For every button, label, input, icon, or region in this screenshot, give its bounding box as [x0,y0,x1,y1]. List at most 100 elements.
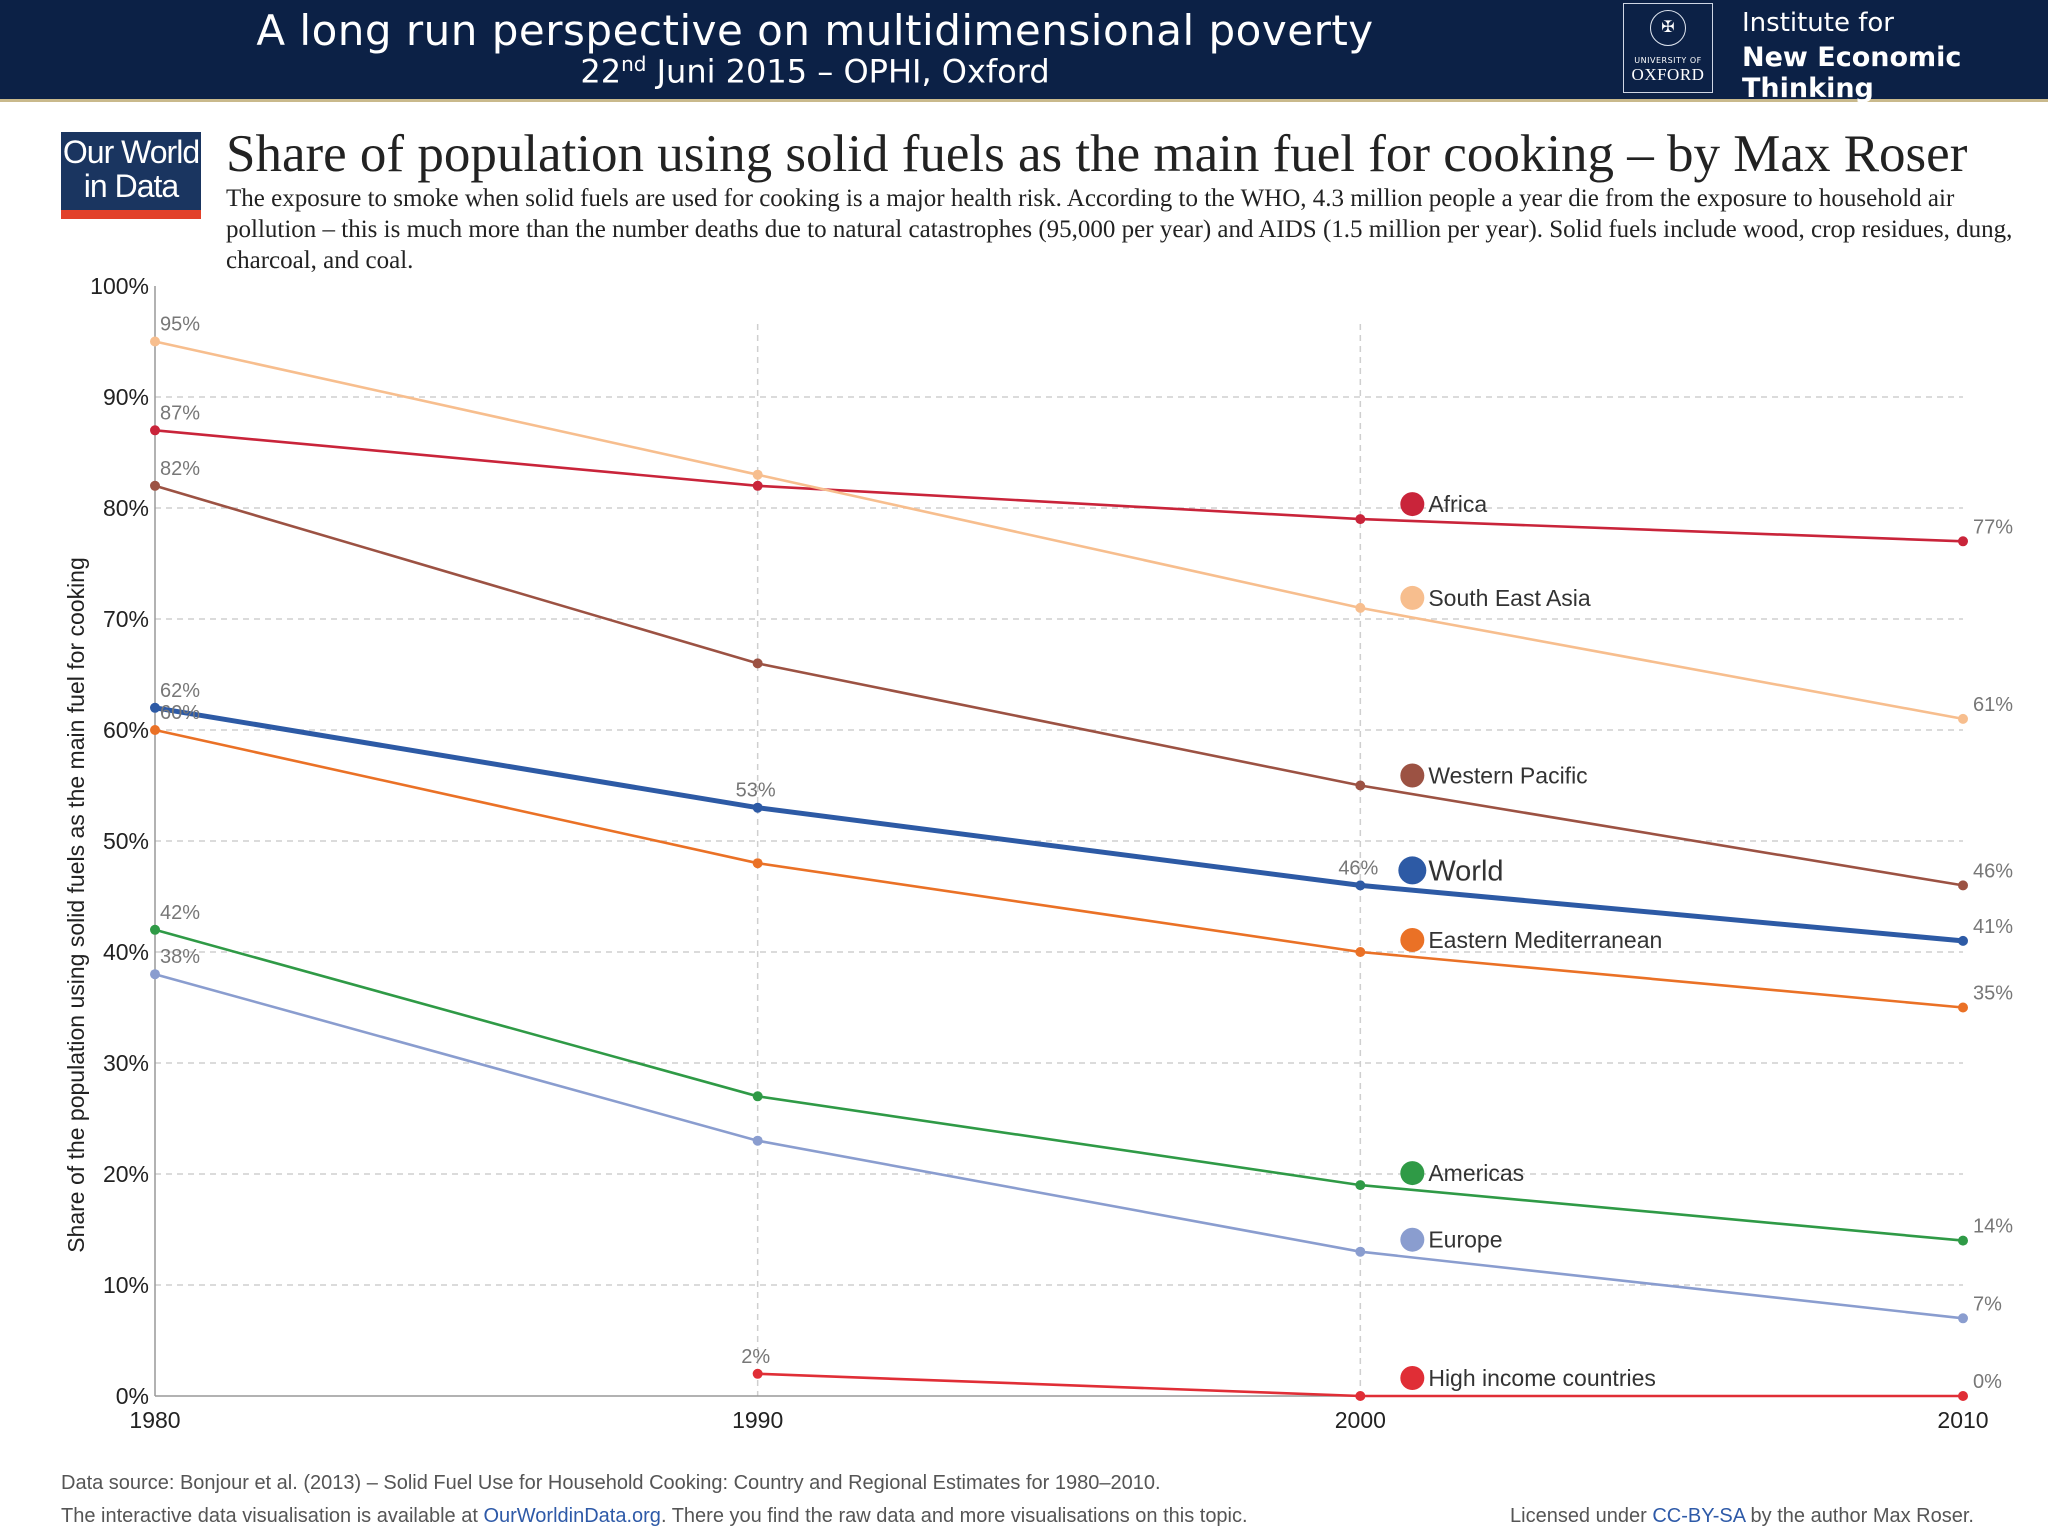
data-source: Data source: Bonjour et al. (2013) – Sol… [61,1472,1161,1494]
data-label-south-east-asia: 95% [160,314,200,336]
data-point-world [1355,880,1366,891]
license-text-pre: Licensed under [1510,1505,1653,1527]
data-point-europe [1958,1313,1968,1324]
oxford-crest-icon: ✠ [1650,10,1686,46]
legend-marker-high-income-countries [1400,1366,1425,1390]
data-point-americas [1355,1180,1366,1191]
owid-link[interactable]: OurWorldinData.org [483,1505,661,1527]
data-label-world: 41% [1973,916,2013,938]
data-point-americas [752,1091,763,1102]
data-label-world: 62% [160,680,200,702]
y-tick-label: 40% [103,939,149,965]
date-suffix: nd [621,52,647,76]
x-tick-label: 2010 [1937,1407,1988,1433]
data-label-high-income-countries: 0% [1973,1371,2002,1393]
series-line-africa [154,429,1964,543]
legend-marker-western-pacific [1400,763,1425,788]
chart-subtitle: The exposure to smoke when solid fuels a… [226,185,2013,274]
y-tick-label: 90% [103,384,149,410]
y-tick-label: 100% [90,273,149,299]
data-point-eastern-mediterranean [1958,1002,1968,1013]
data-label-world: 46% [1338,857,1378,879]
series-line-americas [154,928,1964,1242]
legend-label-western-pacific: Western Pacific [1428,763,1587,789]
data-label-south-east-asia: 61% [1973,694,2013,716]
interactive-note: The interactive data visualisation is av… [61,1505,1248,1528]
date-rest: Juni 2015 – OPHI, Oxford [646,52,1050,91]
data-point-high-income-countries [1958,1391,1968,1401]
y-tick-label: 70% [103,606,149,632]
legend-marker-africa [1400,492,1425,517]
y-tick-label: 60% [103,717,149,743]
data-label-western-pacific: 82% [160,458,200,480]
data-label-europe: 7% [1973,1293,2002,1315]
data-label-europe: 38% [160,946,200,968]
data-point-south-east-asia [1355,602,1366,613]
interactive-text-post: . There you find the raw data and more v… [660,1505,1248,1527]
logo-line-1: Our World [62,134,200,170]
oxford-university-logo: ✠ UNIVERSITY OF OXFORD [1623,3,1713,93]
chart-title: Share of population using solid fuels as… [226,125,1968,183]
series-line-world [154,705,1964,944]
presentation-banner: A long run perspective on multidimension… [0,0,2048,124]
data-point-europe [752,1135,763,1146]
data-label-eastern-mediterranean: 35% [1973,983,2013,1005]
y-axis-label: Share of the population using solid fuel… [63,557,89,1253]
legend-label-world: World [1428,855,1503,887]
legend-label-americas: Americas [1428,1160,1524,1186]
data-point-africa [752,480,763,491]
legend-marker-south-east-asia [1400,585,1425,610]
data-label-americas: 42% [160,902,200,924]
x-tick-label: 1980 [129,1407,180,1433]
data-label-americas: 14% [1973,1216,2013,1238]
y-tick-label: 80% [103,495,149,521]
legend-label-south-east-asia: South East Asia [1428,585,1591,611]
legend-label-africa: Africa [1428,491,1487,517]
inet-line-2: New Economic Thinking [1742,42,1962,104]
y-tick-label: 30% [103,1050,149,1076]
data-point-world [150,702,160,713]
data-point-western-pacific [1355,780,1366,791]
data-point-africa [1355,514,1366,525]
license-link[interactable]: CC-BY-SA [1652,1505,1745,1527]
our-world-in-data-logo: Our World in Data [61,132,201,219]
legend-label-eastern-mediterranean: Eastern Mediterranean [1428,927,1662,953]
inet-line-3: AT THE OXFORD MARTIN SCHOOL [1742,108,2045,124]
series-line-eastern-mediterranean [154,728,1964,1009]
oxford-university-label: UNIVERSITY OF [1634,56,1702,65]
series-line-europe [154,972,1964,1320]
x-tick-label: 2000 [1335,1407,1386,1433]
data-point-high-income-countries [752,1368,763,1379]
data-point-western-pacific [150,480,160,491]
data-label-africa: 87% [160,402,200,424]
logo-red-bar [61,210,201,219]
legend-marker-americas [1400,1161,1425,1186]
data-point-africa [1958,536,1968,547]
data-point-europe [150,969,160,980]
data-point-americas [150,924,160,935]
talk-title: A long run perspective on multidimension… [256,6,1374,55]
data-point-world [752,802,763,813]
data-label-high-income-countries: 2% [741,1346,770,1368]
data-point-south-east-asia [1958,713,1968,724]
legend-label-high-income-countries: High income countries [1428,1365,1656,1391]
data-point-western-pacific [752,658,763,669]
data-point-world [1958,935,1968,946]
talk-date: 22nd Juni 2015 – OPHI, Oxford [0,52,1630,91]
oxford-name-label: OXFORD [1631,65,1705,84]
data-label-eastern-mediterranean: 60% [160,702,200,724]
date-day: 22 [580,52,622,91]
data-point-africa [150,425,160,436]
data-point-eastern-mediterranean [1355,947,1366,957]
legend-marker-europe [1400,1227,1425,1252]
logo-line-2: in Data [83,168,179,204]
data-point-western-pacific [1958,880,1968,891]
data-point-high-income-countries [1355,1391,1366,1401]
license-note: Licensed under CC-BY-SA by the author Ma… [1510,1505,1974,1528]
data-point-americas [1958,1235,1968,1246]
data-label-world: 53% [736,780,776,802]
inet-line-1: Institute for [1742,8,1894,38]
series-line-western-pacific [154,484,1964,887]
legend-marker-eastern-mediterranean [1400,928,1425,952]
